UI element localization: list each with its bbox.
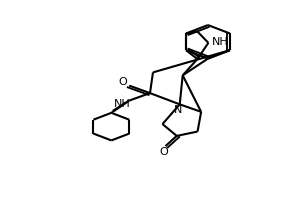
Text: NH: NH <box>212 37 229 47</box>
Text: O: O <box>160 147 168 157</box>
Text: O: O <box>119 77 128 87</box>
Text: NH: NH <box>113 99 130 109</box>
Text: N: N <box>174 105 182 115</box>
